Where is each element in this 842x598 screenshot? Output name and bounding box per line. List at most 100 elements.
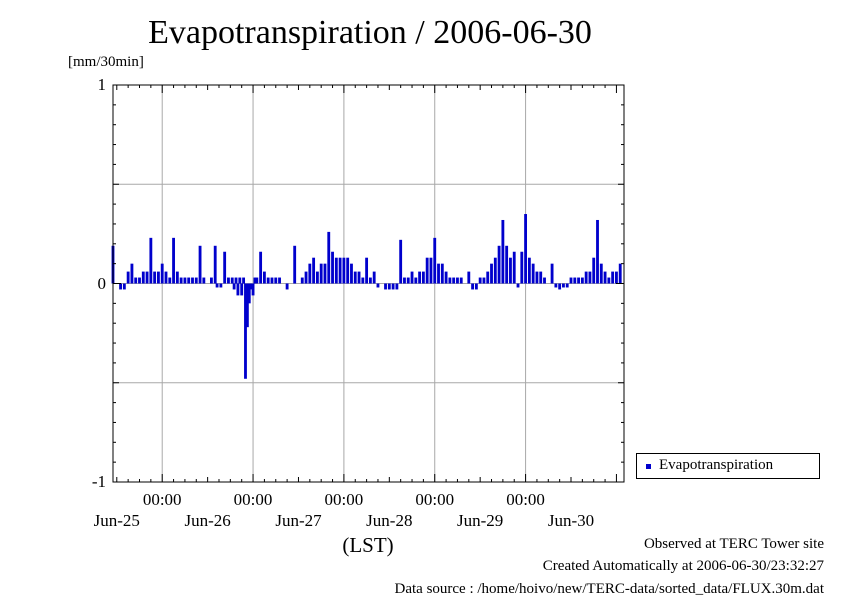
bar	[384, 283, 387, 290]
bar	[240, 283, 244, 296]
bar	[497, 245, 501, 284]
bar	[357, 271, 361, 284]
bar	[164, 271, 168, 284]
bar	[134, 277, 138, 284]
x-tick-day-label: Jun-28	[366, 511, 413, 530]
bar	[274, 277, 278, 284]
bar	[596, 219, 599, 284]
bar	[278, 277, 281, 284]
bar	[509, 257, 512, 284]
bar	[249, 283, 253, 290]
bar	[160, 263, 164, 284]
bar	[448, 277, 452, 284]
bar	[433, 237, 437, 284]
bar	[338, 257, 342, 284]
bar	[592, 257, 596, 284]
bar	[437, 263, 440, 284]
bar	[304, 271, 308, 284]
bar	[459, 277, 463, 284]
bar	[122, 283, 126, 290]
bar	[238, 277, 242, 284]
x-tick-time-label: 00:00	[506, 490, 545, 509]
bar	[153, 271, 157, 284]
bar	[599, 263, 603, 284]
bar	[126, 271, 130, 284]
bar	[300, 277, 304, 284]
legend-swatch	[646, 464, 651, 469]
bar	[478, 277, 482, 284]
bar	[569, 277, 573, 284]
bar	[149, 237, 153, 284]
bar	[232, 283, 236, 290]
bar	[471, 283, 475, 290]
bar	[227, 277, 230, 284]
bar	[175, 271, 179, 284]
legend: Evapotranspiration	[636, 453, 820, 479]
bar	[183, 277, 187, 284]
bar	[543, 277, 546, 284]
bar	[387, 283, 391, 290]
x-tick-time-label: 00:00	[324, 490, 364, 509]
bar	[202, 277, 206, 284]
bar	[414, 277, 418, 284]
bar	[474, 283, 478, 290]
bar	[391, 283, 395, 290]
bar	[350, 263, 353, 284]
bar	[421, 271, 425, 284]
bar	[168, 277, 172, 284]
bar	[242, 277, 246, 284]
bar	[323, 263, 327, 284]
bar	[554, 283, 558, 288]
x-tick-time-label: 00:00	[142, 490, 182, 509]
bar	[342, 257, 346, 284]
bar	[215, 283, 219, 288]
bar	[130, 263, 134, 284]
x-tick-day-label: Jun-26	[184, 511, 231, 530]
bar	[353, 271, 357, 284]
bar	[539, 271, 543, 284]
bar	[230, 277, 234, 284]
bar	[618, 263, 622, 284]
footer-observed: Observed at TERC Tower site	[643, 536, 824, 552]
bar	[501, 219, 505, 284]
bar	[270, 277, 274, 284]
y-tick-label: 1	[97, 75, 107, 94]
footer-data-source: Data source : /home/hoivo/new/TERC-data/…	[394, 581, 825, 597]
bar	[319, 263, 323, 284]
bar	[179, 277, 183, 284]
bar	[145, 271, 149, 284]
bar	[580, 277, 584, 284]
x-tick-day-label: Jun-29	[457, 511, 504, 530]
bar	[611, 271, 615, 284]
bar	[565, 283, 569, 288]
bar	[429, 257, 433, 284]
bar	[524, 214, 528, 284]
bar	[327, 231, 331, 284]
x-axis-label: (LST)	[342, 533, 394, 557]
bar	[490, 263, 493, 284]
bar	[486, 271, 490, 284]
bar	[141, 271, 145, 284]
footer-created: Created Automatically at 2006-06-30/23:3…	[542, 558, 824, 574]
y-tick-label: -1	[91, 472, 106, 491]
bar	[493, 257, 497, 284]
bar	[253, 277, 257, 284]
bar	[395, 283, 399, 290]
bar	[615, 271, 618, 284]
bar	[346, 257, 350, 284]
bar	[452, 277, 456, 284]
bar	[172, 237, 175, 284]
bar	[558, 283, 562, 290]
x-tick-day-label: Jun-30	[547, 511, 595, 530]
bar	[198, 245, 202, 284]
bar	[312, 257, 316, 284]
bar	[191, 277, 194, 284]
bar	[247, 283, 251, 304]
x-tick-time-label: 00:00	[233, 490, 273, 509]
bar	[315, 271, 319, 284]
bar	[531, 263, 535, 284]
bar	[262, 271, 266, 284]
bar	[573, 277, 577, 284]
bar	[334, 257, 338, 284]
